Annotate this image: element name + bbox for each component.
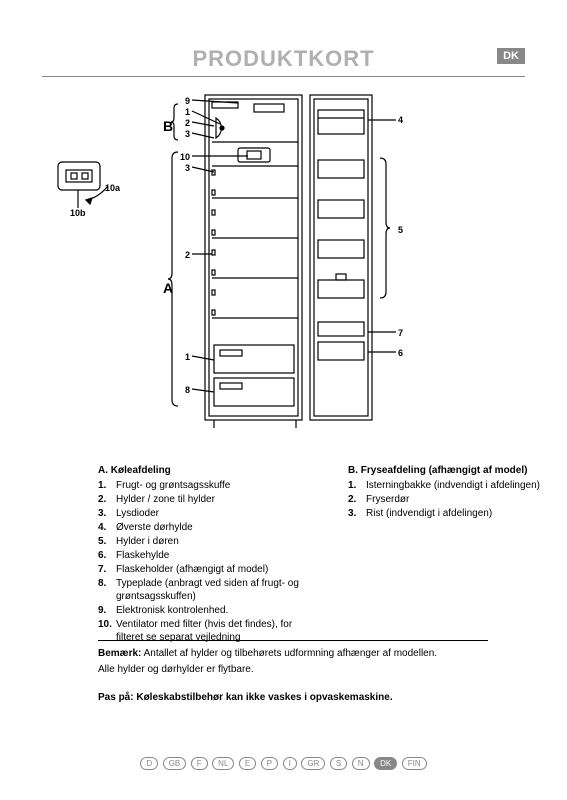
callout-2-body: 2	[185, 250, 190, 260]
legend-item: 4.Øverste dørhylde	[98, 521, 308, 534]
lang-gb: GB	[163, 757, 187, 770]
lang-dk: DK	[374, 757, 397, 770]
lang-fin: FIN	[402, 757, 427, 770]
legend-item: 2.Fryserdør	[348, 493, 548, 506]
legend: A. Køleafdeling 1.Frugt- og grøntsagssku…	[98, 465, 507, 645]
callout-2-top: 2	[185, 118, 190, 128]
header-rule	[42, 76, 525, 77]
legend-col-b: B. Fryseafdeling (afhængigt af model) 1.…	[348, 465, 548, 645]
legend-item: 7.Flaskeholder (afhængigt af model)	[98, 563, 308, 576]
callout-8: 8	[185, 385, 190, 395]
lang-s: S	[330, 757, 347, 770]
product-diagram: B A 9 1 2 3 10 3 2 1 8 4 5 7 6 10a 10b	[0, 90, 567, 440]
page-title: PRODUKTKORT	[192, 46, 374, 71]
legend-item: 3.Rist (indvendigt i afdelingen)	[348, 507, 548, 520]
callout-3-mid: 3	[185, 163, 190, 173]
lang-nl: NL	[212, 757, 234, 770]
legend-col-a: A. Køleafdeling 1.Frugt- og grøntsagssku…	[98, 465, 308, 645]
lang-i: I	[283, 757, 297, 770]
lang-gr: GR	[301, 757, 325, 770]
panel-label-10a: 10a	[105, 183, 120, 193]
note-1-rest: Antallet af hylder og tilbehørets udform…	[141, 648, 437, 659]
legend-item: 1.Frugt- og grøntsagsskuffe	[98, 479, 308, 492]
callout-5: 5	[398, 225, 403, 235]
callout-3-top: 3	[185, 129, 190, 139]
note-line-3: Pas på: Køleskabstilbehør kan ikke vaske…	[98, 691, 507, 705]
legend-item: 9.Elektronisk kontrolenhed.	[98, 604, 308, 617]
panel-label-10b: 10b	[70, 208, 86, 218]
lang-n: N	[352, 757, 370, 770]
note-1-bold: Bemærk:	[98, 648, 141, 659]
note-line-1: Bemærk: Antallet af hylder og tilbehøret…	[98, 647, 507, 661]
legend-item: 3.Lysdioder	[98, 507, 308, 520]
legend-item: 5.Hylder i døren	[98, 535, 308, 548]
legend-b-list: 1.Isterningbakke (indvendigt i afdelinge…	[348, 479, 548, 520]
lang-e: E	[239, 757, 256, 770]
legend-b-heading: B. Fryseafdeling (afhængigt af model)	[348, 465, 548, 476]
legend-item: 1.Isterningbakke (indvendigt i afdelinge…	[348, 479, 548, 492]
lang-p: P	[261, 757, 278, 770]
section-b-label: B	[163, 118, 173, 134]
notes-section: Bemærk: Antallet af hylder og tilbehøret…	[98, 640, 507, 715]
callout-4: 4	[398, 115, 403, 125]
legend-item: 6.Flaskehylde	[98, 549, 308, 562]
fridge-svg	[0, 90, 567, 440]
callout-10: 10	[180, 152, 190, 162]
section-a-label: A	[163, 280, 173, 296]
legend-item: 8.Typeplade (anbragt ved siden af frugt-…	[98, 577, 308, 603]
callout-1-top: 1	[185, 107, 190, 117]
callout-7: 7	[398, 328, 403, 338]
legend-item: 2.Hylder / zone til hylder	[98, 493, 308, 506]
callout-1-bottom: 1	[185, 352, 190, 362]
lang-f: F	[191, 757, 208, 770]
language-badge: DK	[497, 48, 525, 64]
notes-rule	[98, 640, 488, 641]
callout-6: 6	[398, 348, 403, 358]
legend-a-heading: A. Køleafdeling	[98, 465, 308, 476]
callout-9: 9	[185, 96, 190, 106]
lang-d: D	[140, 757, 158, 770]
legend-a-list: 1.Frugt- og grøntsagsskuffe 2.Hylder / z…	[98, 479, 308, 644]
language-bar: D GB F NL E P I GR S N DK FIN	[0, 757, 567, 770]
page-header: PRODUKTKORT DK	[0, 46, 567, 72]
note-line-2: Alle hylder og dørhylder er flytbare.	[98, 663, 507, 677]
